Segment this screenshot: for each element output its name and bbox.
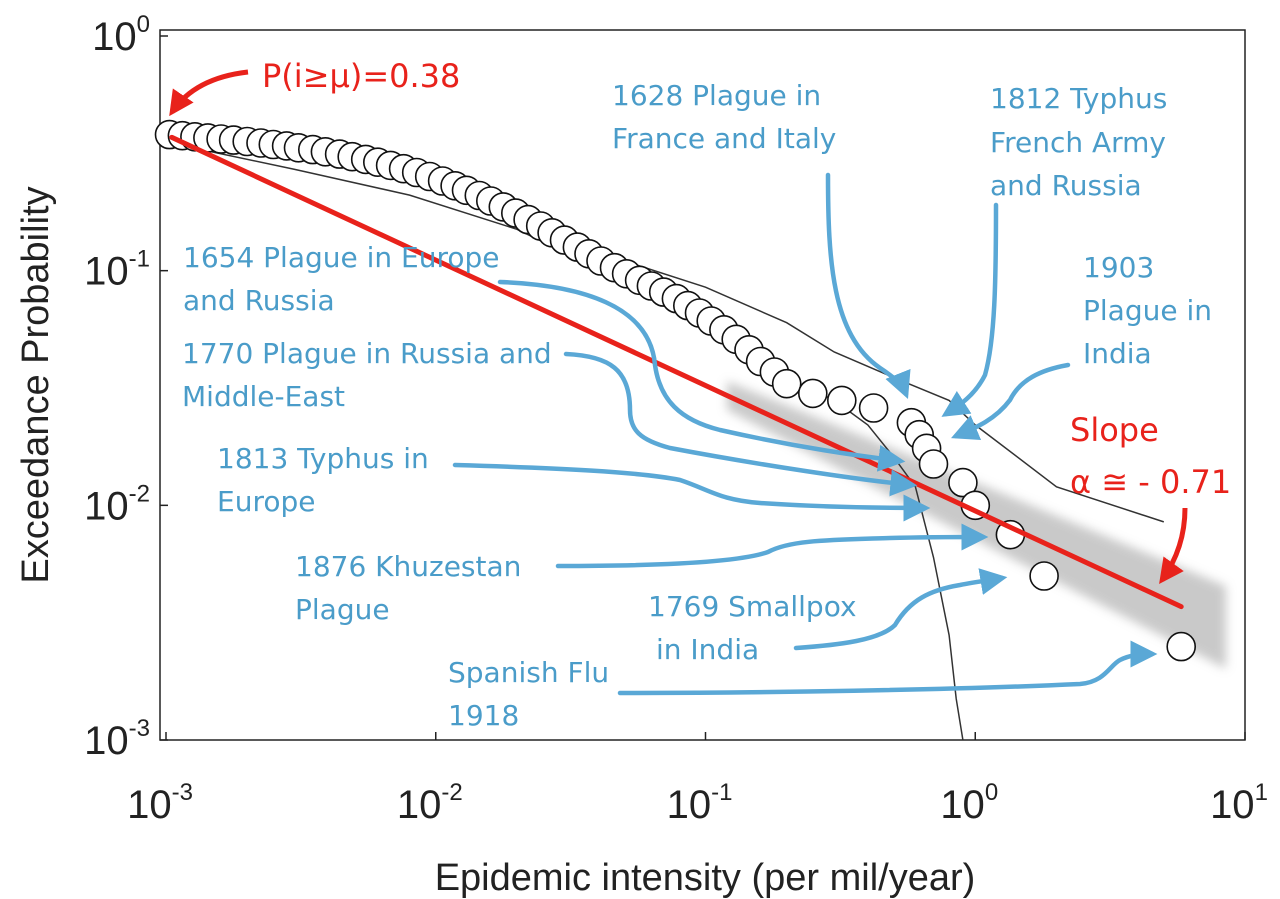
data-point — [918, 449, 949, 479]
annotation-1769-smallpox: 1769 Smallpox in India — [648, 590, 865, 666]
annotation-1876-khuzestan: 1876 Khuzestan Plague — [295, 550, 530, 626]
data-point — [826, 385, 857, 416]
arrow-1813-typhus — [452, 462, 931, 522]
x-axis-label: Epidemic intensity (per mil/year) — [435, 857, 976, 899]
annotation-1903-plague: 1903 Plague in India — [1083, 251, 1221, 370]
y-tick-exponent: 0 — [137, 11, 150, 38]
y-tick-base: 10 — [92, 15, 137, 59]
event-annotations: 1628 Plague in France and Italy 1812 Typ… — [182, 79, 1221, 732]
annotation-spanish-flu: Spanish Flu 1918 — [448, 656, 618, 732]
annotation-1770-plague: 1770 Plague in Russia and Middle-East — [182, 337, 561, 413]
arrow-spanish-flu — [617, 640, 1158, 696]
x-tick-base: 10 — [940, 783, 985, 827]
x-tick-base: 10 — [127, 783, 172, 827]
x-tick-label: 10-1 — [667, 779, 733, 827]
x-tick-base: 10 — [667, 783, 712, 827]
slope-alpha-label: α ≅ - 0.71 — [1070, 463, 1231, 501]
arrow-1654-plague — [497, 279, 906, 472]
y-tick-label: 100 — [92, 11, 150, 59]
x-tick-base: 10 — [1210, 783, 1255, 827]
x-tick-label: 10-2 — [397, 779, 463, 827]
x-tick-exponent: -2 — [441, 779, 462, 806]
y-tick-label: 10-1 — [84, 246, 150, 294]
arrow-1812-typhus — [941, 202, 999, 417]
annotation-1812-typhus: 1812 Typhus French Army and Russia — [990, 82, 1176, 202]
x-tick-label: 101 — [1210, 779, 1268, 827]
data-points — [154, 119, 1196, 662]
data-point — [797, 378, 828, 409]
arrow-1769-smallpox — [793, 568, 1008, 651]
plot-frame — [159, 29, 1246, 741]
x-tick-exponent: -1 — [711, 779, 732, 806]
slope-arrow — [1159, 507, 1188, 585]
threshold-label: P(i≥μ)=0.38 — [262, 57, 460, 95]
arrow-1770-plague — [563, 351, 918, 497]
y-axis-label: Exceedance Probability — [15, 186, 57, 583]
x-tick-labels: 10-3 10-2 10-1 100 101 — [127, 732, 1268, 827]
data-point — [948, 467, 978, 498]
annotation-1628-plague: 1628 Plague in France and Italy — [612, 79, 836, 155]
y-tick-label: 10-3 — [84, 715, 150, 763]
x-tick-label: 10-3 — [127, 779, 193, 827]
data-point — [1166, 631, 1196, 662]
y-tick-base: 10 — [84, 719, 129, 763]
arrow-1876-khuzestan — [555, 523, 989, 569]
y-tick-base: 10 — [84, 250, 129, 294]
y-tick-label: 10-2 — [84, 480, 150, 528]
x-tick-exponent: 1 — [1255, 779, 1268, 806]
x-tick-base: 10 — [397, 783, 442, 827]
threshold-arrow — [169, 69, 249, 117]
annotation-arrows — [452, 172, 1158, 696]
x-tick-exponent: -3 — [172, 779, 193, 806]
annotation-1813-typhus: 1813 Typhus in Europe — [217, 442, 438, 518]
y-tick-exponent: -3 — [129, 715, 150, 742]
arrow-1628-plague — [825, 172, 911, 400]
slope-label: Slope — [1070, 411, 1159, 449]
y-tick-exponent: -1 — [129, 246, 150, 273]
arrow-1903-plague — [951, 362, 1071, 441]
fit-line — [169, 134, 1184, 610]
data-point — [771, 368, 802, 399]
y-tick-exponent: -2 — [129, 480, 150, 507]
annotation-1654-plague: 1654 Plague in Europe and Russia — [183, 241, 508, 317]
y-tick-base: 10 — [84, 484, 129, 528]
x-tick-label: 100 — [940, 779, 998, 827]
data-point — [858, 393, 889, 423]
data-point — [1029, 561, 1059, 591]
x-tick-exponent: 0 — [985, 779, 998, 806]
